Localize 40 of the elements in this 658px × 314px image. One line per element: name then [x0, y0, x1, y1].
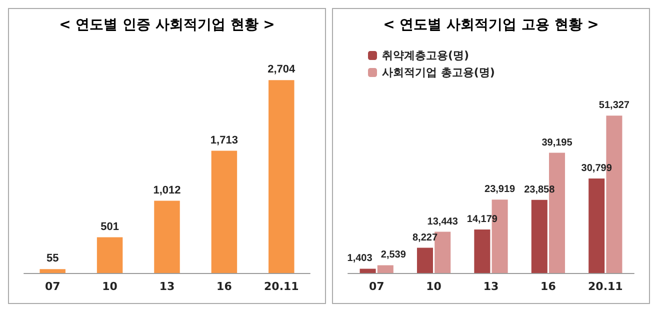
bar: [268, 80, 294, 273]
data-label: 51,327: [598, 100, 630, 112]
x-tick-label: 20.11: [588, 280, 623, 293]
x-tick-label: 13: [483, 280, 499, 293]
chart-title: < 연도별 사회적기업 고용 현황 >: [383, 17, 599, 33]
chart-title: < 연도별 인증 사회적기업 현황 >: [59, 17, 275, 33]
data-label: 55: [46, 252, 59, 265]
bar: [360, 268, 376, 273]
data-label: 23,919: [484, 184, 516, 196]
bar: [416, 248, 433, 273]
data-label: 23,858: [524, 184, 556, 196]
x-tick-label: 10: [426, 280, 442, 293]
x-tick-label: 10: [102, 280, 118, 293]
legend-label: 취약계층고용(명): [382, 49, 470, 62]
bar: [531, 200, 548, 273]
data-label: 39,195: [542, 137, 573, 148]
bar: [96, 237, 123, 273]
x-tick-label: 16: [540, 280, 556, 293]
x-tick-label: 16: [216, 280, 232, 293]
legend-label: 사회적기업 총고용(명): [382, 66, 495, 79]
x-tick-label: 20.11: [264, 280, 299, 293]
bar: [377, 265, 394, 273]
bar: [40, 269, 66, 273]
data-label: 2,704: [268, 64, 296, 76]
data-label: 1,403: [347, 253, 373, 264]
bar: [154, 200, 180, 273]
data-label: 14,179: [466, 214, 498, 226]
x-tick-label: 07: [44, 280, 60, 293]
bar: [211, 150, 238, 273]
data-label: 8,227: [412, 232, 438, 244]
data-label: 1,012: [153, 184, 181, 196]
data-label: 30,799: [581, 163, 612, 174]
bar: [474, 230, 490, 273]
x-tick-label: 07: [368, 280, 384, 293]
data-label: 2,539: [380, 250, 406, 261]
x-tick-label: 13: [159, 280, 175, 293]
bar: [588, 178, 605, 273]
data-label: 13,443: [427, 216, 458, 228]
data-label: 501: [100, 220, 119, 233]
data-label: 1,713: [210, 134, 238, 146]
